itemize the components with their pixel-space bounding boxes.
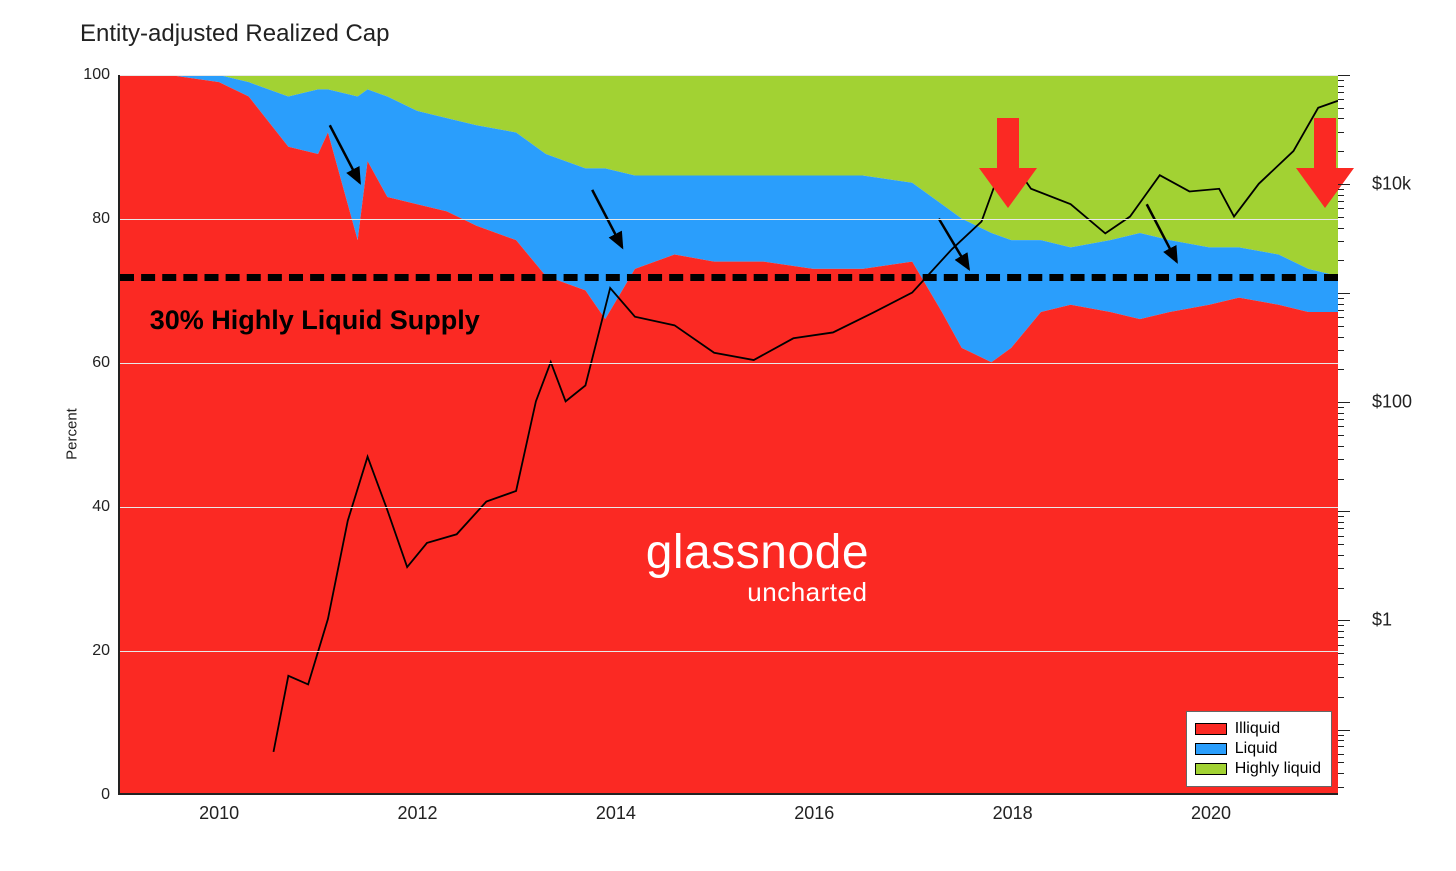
- big-arrow-icon: [979, 118, 1037, 208]
- y2-tick-label: $100: [1372, 392, 1412, 413]
- y2-tick-label: $10k: [1372, 174, 1411, 195]
- y-tick-label: 100: [83, 66, 110, 84]
- threshold-label: 30% Highly Liquid Supply: [150, 305, 480, 336]
- legend-label: Liquid: [1235, 740, 1278, 758]
- legend-label: Highly liquid: [1235, 760, 1321, 778]
- legend-label: Illiquid: [1235, 720, 1280, 738]
- y-axis-label: Percent: [64, 408, 81, 460]
- x-tick-label: 2020: [1191, 803, 1231, 824]
- chart-title: Entity-adjusted Realized Cap: [80, 20, 1400, 48]
- plot-frame: 30% Highly Liquid Supply glassnode uncha…: [118, 75, 1338, 795]
- y-right-minor-ticks: [1338, 75, 1368, 793]
- y2-tick-label: $1: [1372, 610, 1392, 631]
- watermark: glassnode uncharted: [646, 529, 869, 605]
- chart-container: Entity-adjusted Realized Cap 30% Highly …: [60, 20, 1400, 820]
- x-tick-label: 2014: [596, 803, 636, 824]
- plot-area: 30% Highly Liquid Supply glassnode uncha…: [118, 75, 1338, 795]
- watermark-line2: uncharted: [746, 579, 869, 605]
- y-tick-label: 80: [92, 210, 110, 228]
- legend-swatch: [1195, 723, 1227, 735]
- x-tick-label: 2018: [993, 803, 1033, 824]
- x-tick-label: 2012: [398, 803, 438, 824]
- y-tick-label: 0: [101, 786, 110, 804]
- y-tick-label: 20: [92, 642, 110, 660]
- y-tick-label: 60: [92, 354, 110, 372]
- stacked-area-svg: [120, 75, 1338, 793]
- legend-swatch: [1195, 743, 1227, 755]
- x-tick-label: 2010: [199, 803, 239, 824]
- x-tick-label: 2016: [794, 803, 834, 824]
- y-tick-label: 40: [92, 498, 110, 516]
- threshold-dashed-line: [120, 274, 1338, 281]
- legend-item: Highly liquid: [1195, 760, 1321, 778]
- legend-item: Illiquid: [1195, 720, 1321, 738]
- watermark-line1: glassnode: [646, 526, 869, 579]
- legend-swatch: [1195, 763, 1227, 775]
- legend: Illiquid Liquid Highly liquid: [1186, 711, 1332, 787]
- legend-item: Liquid: [1195, 740, 1321, 758]
